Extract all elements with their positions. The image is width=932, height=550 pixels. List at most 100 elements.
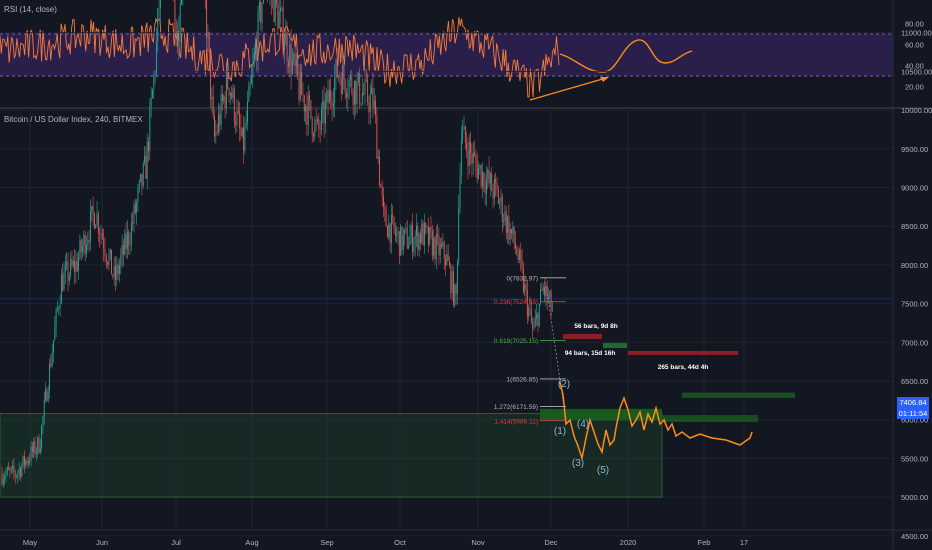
candle-body — [4, 477, 6, 480]
candle-body — [237, 110, 239, 113]
rsi-tick-label: 80.00 — [905, 20, 924, 29]
candle-body — [208, 32, 210, 54]
candle-body — [91, 206, 93, 212]
candle-body — [526, 289, 528, 317]
candle-body — [509, 229, 511, 240]
candle-body — [83, 234, 85, 246]
candle-body — [120, 255, 122, 266]
candle-body — [157, 8, 159, 42]
candle-body — [393, 217, 395, 230]
time-tick-label: 17 — [740, 538, 748, 547]
candle-body — [348, 79, 350, 94]
candle-body — [441, 244, 443, 247]
candle-body — [42, 416, 44, 426]
date-range-tools[interactable]: 56 bars, 9d 8h 94 bars, 15d 16h 265 bars, … — [563, 323, 738, 371]
candle-body — [119, 265, 120, 274]
candle-body — [463, 126, 465, 130]
candle-body — [235, 121, 237, 125]
candle-body — [335, 59, 337, 79]
candle-body — [532, 321, 534, 329]
candle-body — [251, 74, 252, 84]
candle-body — [466, 142, 468, 152]
candle-body — [419, 233, 421, 243]
candle-body — [521, 259, 523, 269]
candle-body — [79, 240, 81, 258]
candle-body — [327, 90, 329, 104]
candle-body — [45, 389, 47, 401]
candle-body — [467, 151, 469, 166]
candle-body — [401, 226, 403, 250]
candle-body — [115, 266, 116, 280]
rsi-tick-label: 40.00 — [905, 62, 924, 71]
candle-body — [417, 225, 419, 250]
fib-level-label: 1.414(5986.11) — [494, 418, 538, 425]
candle-body — [5, 473, 7, 478]
candle-body — [239, 112, 241, 129]
candle-body — [103, 239, 105, 249]
candle-body — [16, 475, 17, 477]
candle-body — [146, 141, 148, 179]
candle-body — [355, 81, 357, 104]
candle-body — [487, 170, 489, 179]
candle-body — [223, 96, 225, 101]
candle-body — [550, 291, 552, 311]
candle-body — [501, 196, 503, 222]
candle-body — [525, 284, 527, 290]
candle-body — [43, 400, 45, 417]
candle-body — [229, 93, 231, 96]
candle-body — [30, 446, 32, 462]
candle-body — [144, 155, 146, 164]
candle-body — [447, 253, 449, 262]
candle-body — [35, 450, 37, 455]
candle-body — [247, 101, 248, 123]
bar-countdown: 01:11:54 — [899, 409, 928, 418]
candle-body — [286, 32, 288, 62]
candle-body — [429, 227, 431, 245]
candle-body — [449, 261, 450, 266]
candle-body — [216, 131, 218, 133]
candle-body — [126, 232, 128, 249]
candle-body — [544, 286, 545, 296]
support-zone-1 — [540, 408, 662, 421]
candle-body — [244, 125, 246, 151]
candle-body — [273, 0, 275, 23]
support-zone-2 — [662, 415, 758, 423]
candle-body — [302, 94, 304, 96]
candle-body — [408, 245, 410, 249]
candle-body — [18, 468, 20, 473]
candle-body — [380, 184, 382, 188]
candle-body — [249, 83, 251, 86]
candle-body — [412, 225, 413, 252]
candle-body — [314, 120, 316, 137]
candle-body — [446, 253, 448, 266]
candle-body — [95, 224, 97, 229]
candle-body — [280, 8, 281, 12]
candle-body — [212, 96, 214, 117]
candle-body — [221, 93, 223, 101]
price-grid — [0, 32, 893, 537]
candle-body — [29, 460, 31, 462]
candle-body — [254, 45, 256, 55]
elliott-wave-labels[interactable]: (1) (2) (3) (4) (5) — [554, 379, 609, 476]
candle-body — [276, 0, 278, 3]
candle-body — [529, 308, 531, 310]
candle-body — [343, 64, 345, 80]
candle-body — [409, 236, 411, 246]
time-tick-label: Sep — [320, 538, 333, 547]
candle-body — [396, 233, 398, 236]
candle-body — [155, 41, 157, 74]
candle-body — [84, 234, 86, 255]
candle-body — [515, 243, 516, 249]
fib-retracement[interactable]: 0(7832.97) 0.236(7524.53) 0.618(7025.15) 1(… — [0, 275, 893, 425]
candle-body — [459, 174, 461, 209]
candle-body — [471, 153, 473, 164]
candle-body — [241, 127, 243, 137]
candle-body — [318, 118, 320, 129]
fib-level-label: 0.236(7524.53) — [494, 299, 538, 306]
candle-body — [359, 73, 361, 105]
candle-body — [488, 170, 490, 184]
candle-body — [310, 100, 312, 118]
rsi-tick-label: 60.00 — [905, 41, 924, 50]
